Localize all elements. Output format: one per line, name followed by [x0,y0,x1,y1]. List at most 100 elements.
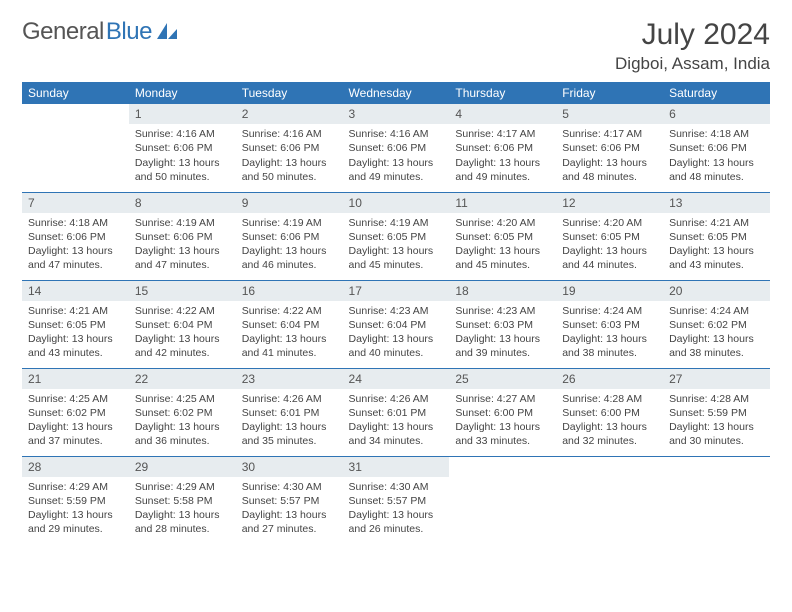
calendar-cell: 19Sunrise: 4:24 AMSunset: 6:03 PMDayligh… [556,280,663,368]
sunset-line: Sunset: 6:06 PM [562,141,657,155]
sunset-line: Sunset: 6:05 PM [455,230,550,244]
sunrise-line: Sunrise: 4:19 AM [242,216,337,230]
calendar-row: 21Sunrise: 4:25 AMSunset: 6:02 PMDayligh… [22,368,770,456]
brand-name-2: Blue [106,18,152,46]
sunset-line: Sunset: 6:00 PM [562,406,657,420]
day-number: 20 [663,281,770,301]
calendar-cell: 28Sunrise: 4:29 AMSunset: 5:59 PMDayligh… [22,456,129,544]
day-details: Sunrise: 4:25 AMSunset: 6:02 PMDaylight:… [22,389,129,453]
daylight-line: Daylight: 13 hours and 49 minutes. [455,156,550,184]
sunrise-line: Sunrise: 4:21 AM [669,216,764,230]
day-details: Sunrise: 4:26 AMSunset: 6:01 PMDaylight:… [343,389,450,453]
sunset-line: Sunset: 6:03 PM [562,318,657,332]
day-details: Sunrise: 4:20 AMSunset: 6:05 PMDaylight:… [449,213,556,277]
calendar-cell: 16Sunrise: 4:22 AMSunset: 6:04 PMDayligh… [236,280,343,368]
day-number: 30 [236,457,343,477]
sunset-line: Sunset: 5:57 PM [242,494,337,508]
sunrise-line: Sunrise: 4:19 AM [349,216,444,230]
day-number: 12 [556,193,663,213]
sunset-line: Sunset: 6:01 PM [349,406,444,420]
daylight-line: Daylight: 13 hours and 43 minutes. [669,244,764,272]
sunrise-line: Sunrise: 4:16 AM [349,127,444,141]
sunrise-line: Sunrise: 4:29 AM [135,480,230,494]
sunset-line: Sunset: 6:06 PM [242,230,337,244]
daylight-line: Daylight: 13 hours and 38 minutes. [562,332,657,360]
day-number: 22 [129,369,236,389]
sunrise-line: Sunrise: 4:23 AM [455,304,550,318]
sunset-line: Sunset: 6:06 PM [28,230,123,244]
day-details: Sunrise: 4:21 AMSunset: 6:05 PMDaylight:… [663,213,770,277]
calendar-row: 1Sunrise: 4:16 AMSunset: 6:06 PMDaylight… [22,104,770,192]
weekday-header-row: Sunday Monday Tuesday Wednesday Thursday… [22,82,770,104]
sunset-line: Sunset: 6:02 PM [28,406,123,420]
calendar-cell: 30Sunrise: 4:30 AMSunset: 5:57 PMDayligh… [236,456,343,544]
sunrise-line: Sunrise: 4:23 AM [349,304,444,318]
day-details: Sunrise: 4:19 AMSunset: 6:06 PMDaylight:… [236,213,343,277]
day-details: Sunrise: 4:18 AMSunset: 6:06 PMDaylight:… [663,124,770,188]
day-number: 29 [129,457,236,477]
day-details: Sunrise: 4:16 AMSunset: 6:06 PMDaylight:… [129,124,236,188]
day-details: Sunrise: 4:17 AMSunset: 6:06 PMDaylight:… [556,124,663,188]
day-number: 4 [449,104,556,124]
sunset-line: Sunset: 6:04 PM [242,318,337,332]
daylight-line: Daylight: 13 hours and 50 minutes. [135,156,230,184]
sunrise-line: Sunrise: 4:20 AM [455,216,550,230]
day-details: Sunrise: 4:21 AMSunset: 6:05 PMDaylight:… [22,301,129,365]
calendar-cell: 7Sunrise: 4:18 AMSunset: 6:06 PMDaylight… [22,192,129,280]
day-details: Sunrise: 4:25 AMSunset: 6:02 PMDaylight:… [129,389,236,453]
calendar-row: 28Sunrise: 4:29 AMSunset: 5:59 PMDayligh… [22,456,770,544]
day-number: 15 [129,281,236,301]
sunrise-line: Sunrise: 4:17 AM [455,127,550,141]
daylight-line: Daylight: 13 hours and 43 minutes. [28,332,123,360]
daylight-line: Daylight: 13 hours and 48 minutes. [669,156,764,184]
daylight-line: Daylight: 13 hours and 37 minutes. [28,420,123,448]
sunrise-line: Sunrise: 4:21 AM [28,304,123,318]
day-details: Sunrise: 4:19 AMSunset: 6:06 PMDaylight:… [129,213,236,277]
page-header: GeneralBlue July 2024 Digboi, Assam, Ind… [22,18,770,74]
sunset-line: Sunset: 6:00 PM [455,406,550,420]
calendar-cell: 27Sunrise: 4:28 AMSunset: 5:59 PMDayligh… [663,368,770,456]
sunset-line: Sunset: 6:04 PM [349,318,444,332]
sunset-line: Sunset: 5:59 PM [28,494,123,508]
day-details: Sunrise: 4:16 AMSunset: 6:06 PMDaylight:… [343,124,450,188]
day-number: 27 [663,369,770,389]
sunset-line: Sunset: 6:06 PM [135,230,230,244]
calendar-cell: 24Sunrise: 4:26 AMSunset: 6:01 PMDayligh… [343,368,450,456]
sunset-line: Sunset: 6:02 PM [135,406,230,420]
sunset-line: Sunset: 6:06 PM [349,141,444,155]
weekday-header: Wednesday [343,82,450,104]
day-number: 9 [236,193,343,213]
day-number: 17 [343,281,450,301]
day-details: Sunrise: 4:16 AMSunset: 6:06 PMDaylight:… [236,124,343,188]
title-block: July 2024 Digboi, Assam, India [615,18,770,74]
sunset-line: Sunset: 6:05 PM [349,230,444,244]
sunrise-line: Sunrise: 4:26 AM [349,392,444,406]
calendar-table: Sunday Monday Tuesday Wednesday Thursday… [22,82,770,544]
calendar-cell: 21Sunrise: 4:25 AMSunset: 6:02 PMDayligh… [22,368,129,456]
daylight-line: Daylight: 13 hours and 48 minutes. [562,156,657,184]
sunset-line: Sunset: 6:03 PM [455,318,550,332]
daylight-line: Daylight: 13 hours and 44 minutes. [562,244,657,272]
daylight-line: Daylight: 13 hours and 39 minutes. [455,332,550,360]
day-details: Sunrise: 4:29 AMSunset: 5:58 PMDaylight:… [129,477,236,541]
sunset-line: Sunset: 6:02 PM [669,318,764,332]
day-number: 1 [129,104,236,124]
day-details: Sunrise: 4:24 AMSunset: 6:02 PMDaylight:… [663,301,770,365]
calendar-cell: 3Sunrise: 4:16 AMSunset: 6:06 PMDaylight… [343,104,450,192]
sunrise-line: Sunrise: 4:30 AM [242,480,337,494]
daylight-line: Daylight: 13 hours and 36 minutes. [135,420,230,448]
day-number: 13 [663,193,770,213]
day-details: Sunrise: 4:22 AMSunset: 6:04 PMDaylight:… [129,301,236,365]
calendar-cell: 10Sunrise: 4:19 AMSunset: 6:05 PMDayligh… [343,192,450,280]
sunrise-line: Sunrise: 4:28 AM [669,392,764,406]
daylight-line: Daylight: 13 hours and 34 minutes. [349,420,444,448]
day-number: 24 [343,369,450,389]
calendar-cell: 29Sunrise: 4:29 AMSunset: 5:58 PMDayligh… [129,456,236,544]
day-number: 16 [236,281,343,301]
day-number: 2 [236,104,343,124]
day-number: 18 [449,281,556,301]
sunrise-line: Sunrise: 4:27 AM [455,392,550,406]
daylight-line: Daylight: 13 hours and 35 minutes. [242,420,337,448]
sunset-line: Sunset: 6:06 PM [669,141,764,155]
daylight-line: Daylight: 13 hours and 28 minutes. [135,508,230,536]
